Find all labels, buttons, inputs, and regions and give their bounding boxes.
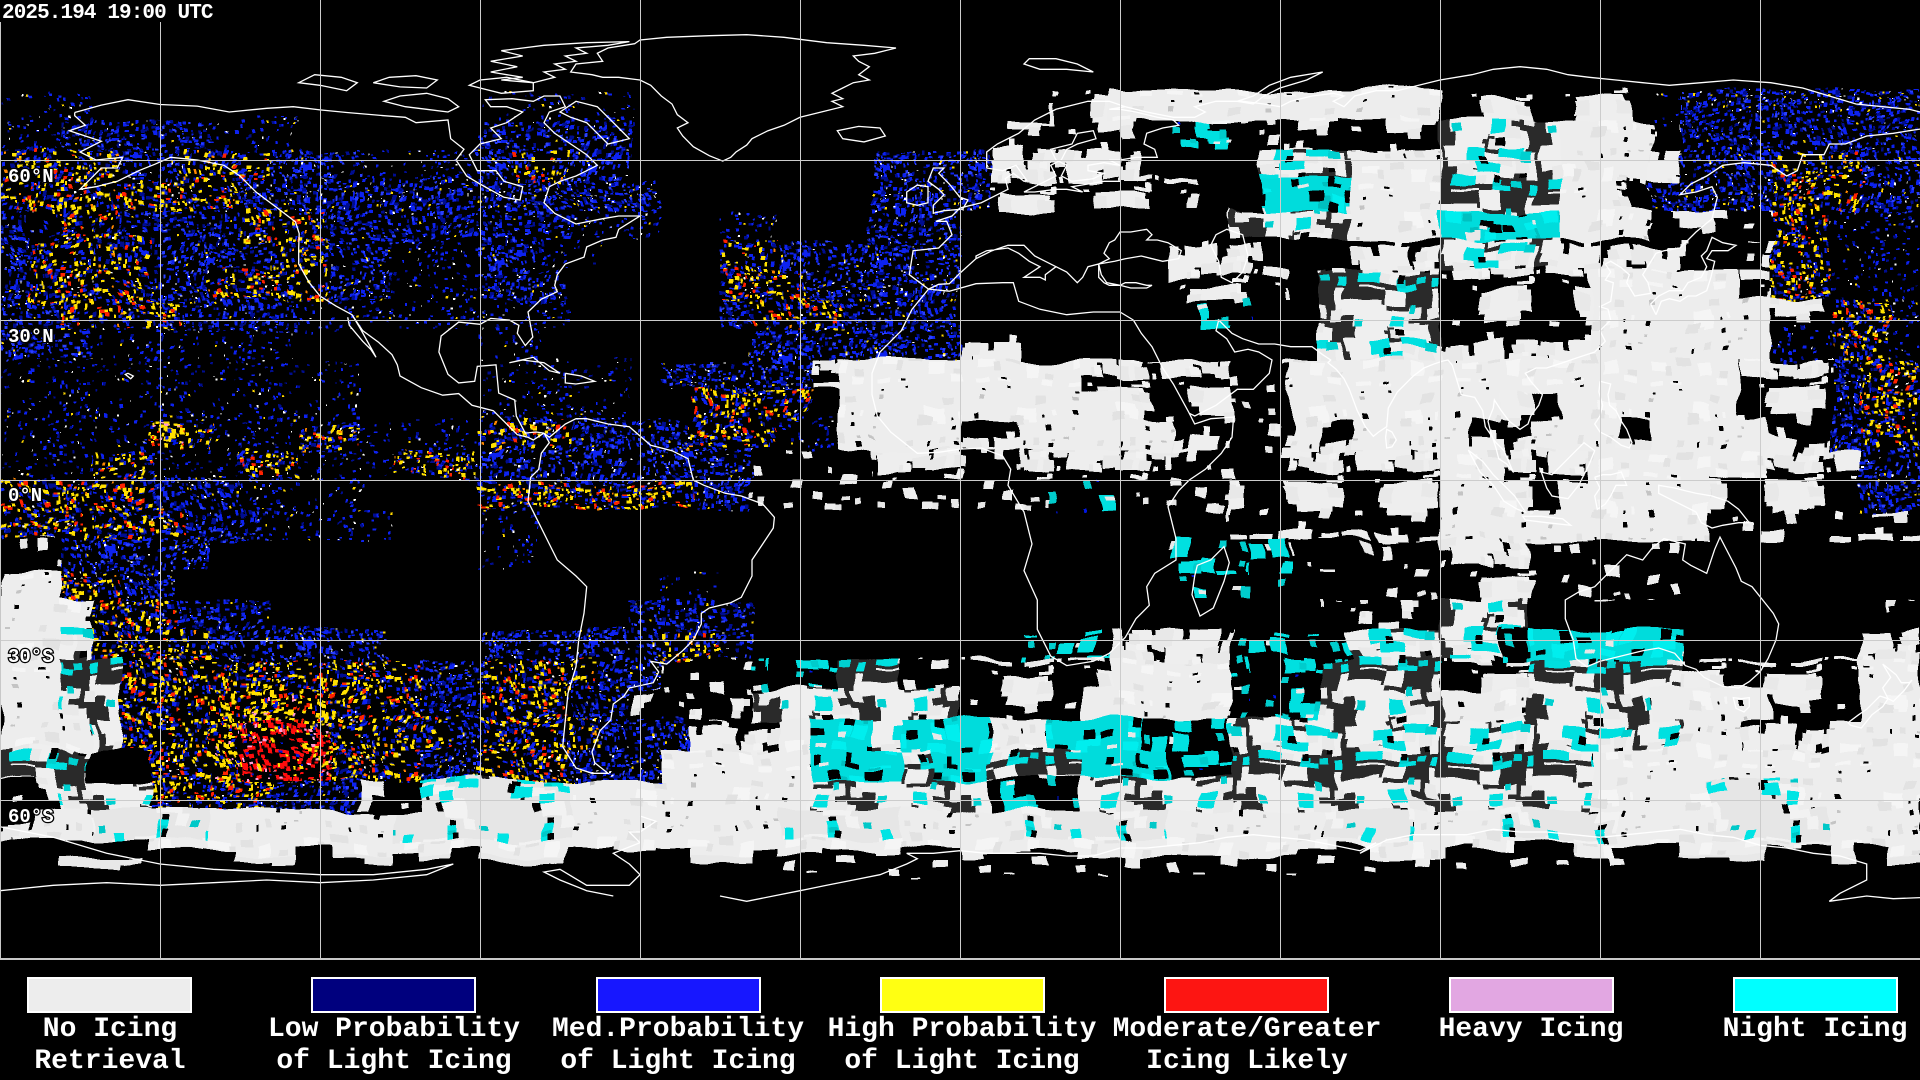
svg-text:Night Icing: Night Icing	[1723, 1014, 1908, 1045]
svg-text:30°S: 30°S	[8, 646, 54, 668]
svg-text:Med.Probability: Med.Probability	[552, 1014, 804, 1045]
svg-text:Retrieval: Retrieval	[34, 1046, 185, 1077]
svg-text:30°N: 30°N	[8, 326, 54, 348]
svg-text:60°N: 60°N	[8, 166, 54, 188]
svg-text:Heavy Icing: Heavy Icing	[1439, 1014, 1624, 1045]
svg-text:0°N: 0°N	[8, 485, 42, 507]
svg-text:of Light Icing: of Light Icing	[844, 1046, 1079, 1077]
svg-text:Icing Likely: Icing Likely	[1146, 1046, 1348, 1077]
svg-text:High Probability: High Probability	[828, 1014, 1097, 1045]
svg-text:Moderate/Greater: Moderate/Greater	[1113, 1014, 1382, 1045]
svg-text:2025.194 19:00 UTC: 2025.194 19:00 UTC	[2, 2, 214, 25]
svg-text:of Light Icing: of Light Icing	[276, 1046, 511, 1077]
svg-text:of Light Icing: of Light Icing	[560, 1046, 795, 1077]
svg-text:Low Probability: Low Probability	[268, 1014, 520, 1045]
svg-text:No Icing: No Icing	[43, 1014, 177, 1045]
svg-text:60°S: 60°S	[8, 806, 54, 828]
